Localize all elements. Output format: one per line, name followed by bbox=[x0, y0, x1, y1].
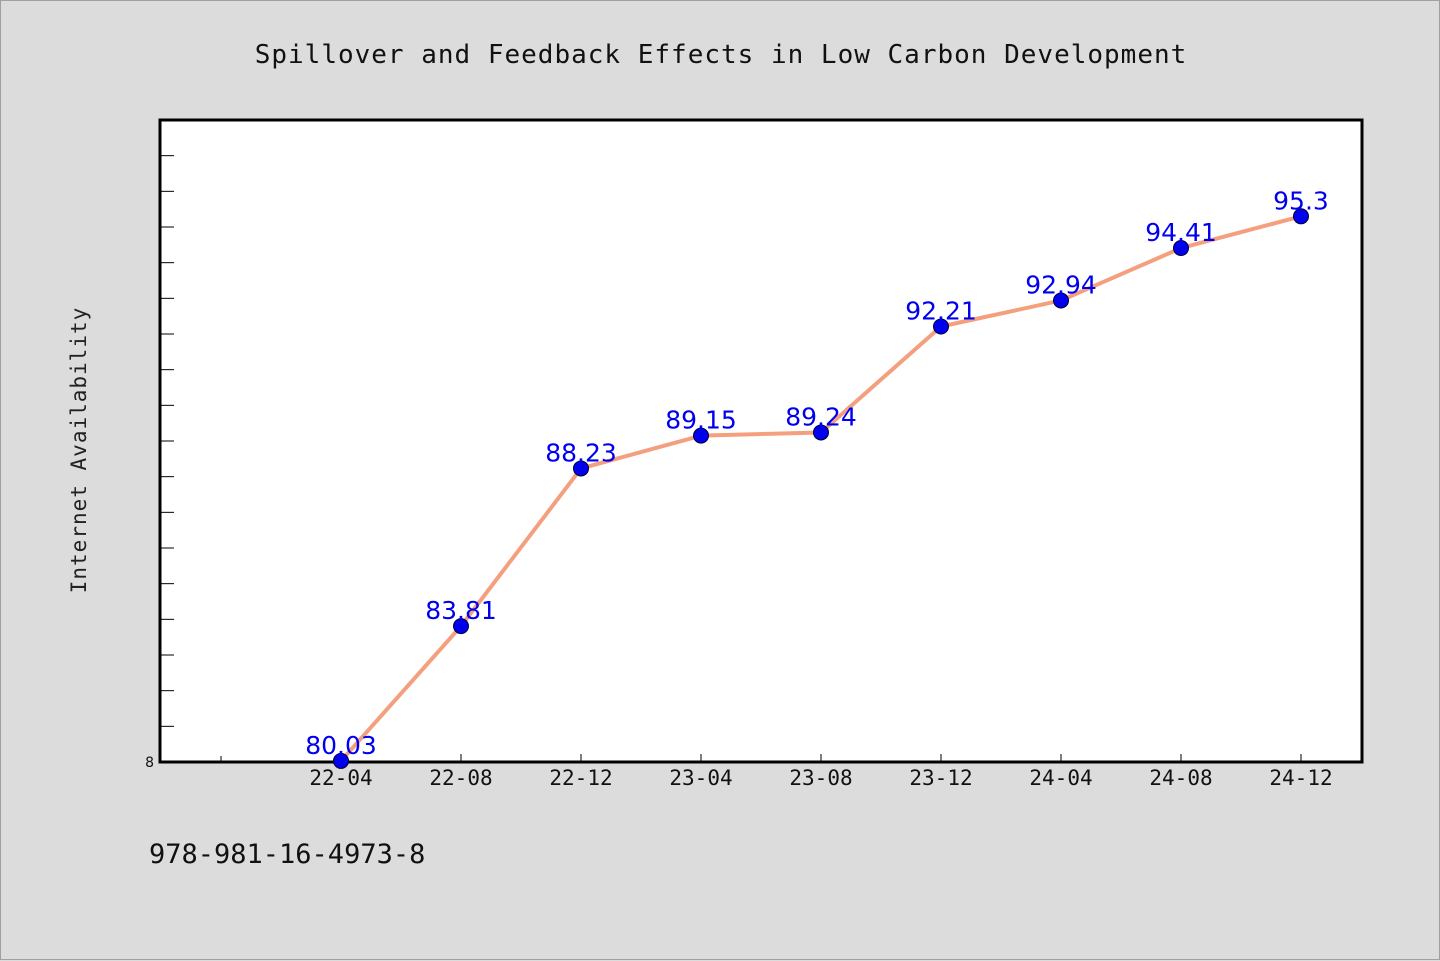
x-tick-label: 24-08 bbox=[1149, 766, 1212, 790]
x-tick-label: 23-08 bbox=[789, 766, 852, 790]
data-label: 89.24 bbox=[785, 402, 857, 431]
data-point-marker bbox=[933, 318, 949, 335]
x-tick-label: 24-04 bbox=[1029, 766, 1092, 790]
data-point-marker bbox=[1293, 208, 1309, 225]
data-point-marker bbox=[453, 618, 469, 635]
x-tick-label: 22-08 bbox=[429, 766, 492, 790]
data-point-marker bbox=[573, 460, 589, 477]
data-point-marker bbox=[813, 424, 829, 441]
data-point-marker bbox=[1173, 240, 1189, 257]
chart-title: Spillover and Feedback Effects in Low Ca… bbox=[255, 40, 1188, 70]
data-labels: 80.03 83.81 88.23 89.15 89.24 92.21 92.94 94.41… bbox=[305, 186, 1329, 760]
data-label: 95.3 bbox=[1273, 186, 1329, 215]
data-point-marker bbox=[333, 752, 349, 769]
data-point-marker bbox=[693, 427, 709, 444]
x-tick-label: 22-04 bbox=[309, 766, 372, 790]
x-tick-label: 22-12 bbox=[549, 766, 612, 790]
y-tick-label: 8 bbox=[145, 755, 154, 771]
x-axis-ticks: 22-04 22-08 22-12 23-04 23-08 23-12 24-04 24-08… bbox=[220, 754, 1333, 790]
data-label: 83.81 bbox=[425, 596, 497, 625]
data-label: 89.15 bbox=[665, 406, 737, 435]
plot-area bbox=[158, 118, 1364, 764]
x-tick-label: 23-12 bbox=[909, 766, 972, 790]
data-label: 94.41 bbox=[1145, 218, 1217, 247]
y-axis-label: Internet Availability bbox=[67, 307, 91, 594]
x-tick-label: 23-04 bbox=[669, 766, 732, 790]
y-axis-ticks: 8 bbox=[145, 155, 174, 771]
data-label: 92.21 bbox=[905, 297, 977, 326]
data-label: 88.23 bbox=[545, 438, 617, 467]
data-label: 80.03 bbox=[305, 731, 377, 760]
data-point-marker bbox=[1053, 292, 1069, 309]
x-tick-label: 24-12 bbox=[1269, 766, 1332, 790]
data-markers bbox=[333, 208, 1309, 769]
caption-text: 978-981-16-4973-8 bbox=[149, 839, 425, 870]
data-label: 92.94 bbox=[1025, 270, 1097, 299]
